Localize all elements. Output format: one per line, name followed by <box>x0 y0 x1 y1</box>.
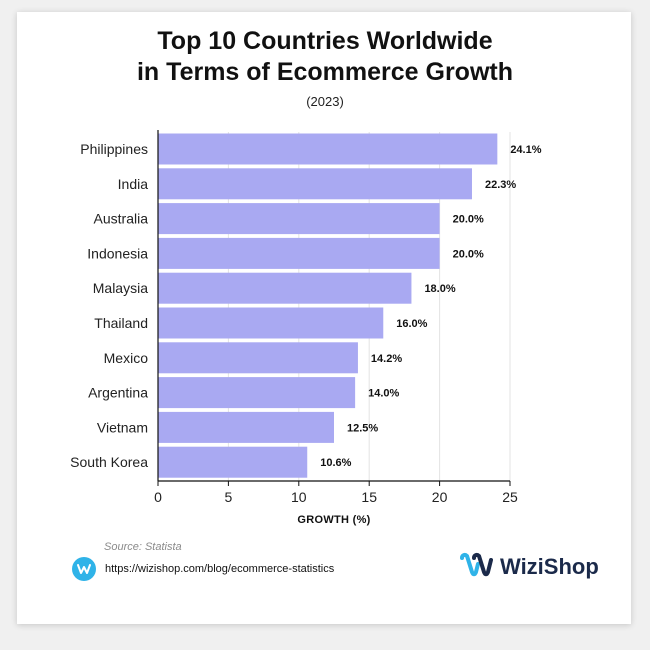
category-label: South Korea <box>70 454 148 470</box>
bar <box>158 411 334 443</box>
category-label: Australia <box>94 211 149 227</box>
category-label: Vietnam <box>97 419 148 435</box>
bar <box>158 237 440 269</box>
category-label: Mexico <box>104 350 149 366</box>
bar <box>158 272 412 304</box>
value-label: 12.5% <box>347 422 378 434</box>
brand-logo: WiziShop <box>458 552 599 582</box>
source-url[interactable]: https://wizishop.com/blog/ecommerce-stat… <box>105 563 335 575</box>
bar <box>158 133 498 165</box>
bar <box>158 307 384 339</box>
value-label: 10.6% <box>320 457 351 469</box>
value-label: 22.3% <box>485 179 516 191</box>
bar <box>158 168 472 200</box>
x-tick-label: 20 <box>432 489 448 505</box>
value-label: 20.0% <box>453 248 484 260</box>
bar <box>158 342 358 374</box>
title-line-2: in Terms of Ecommerce Growth <box>136 58 513 86</box>
category-label: Malaysia <box>93 280 148 296</box>
link-icon <box>72 557 96 581</box>
bar <box>158 446 308 478</box>
value-label: 14.0% <box>368 388 399 400</box>
category-label: Indonesia <box>87 245 148 261</box>
source-link-row: https://wizishop.com/blog/ecommerce-stat… <box>72 557 334 581</box>
x-tick-label: 15 <box>361 489 377 505</box>
value-label: 20.0% <box>453 214 484 226</box>
value-label: 18.0% <box>424 283 455 295</box>
brand-name: WiziShop <box>500 554 599 579</box>
chart-title: Top 10 Countries Worldwide in Terms of E… <box>0 26 650 88</box>
value-label: 24.1% <box>510 144 541 156</box>
x-tick-label: 10 <box>291 489 307 505</box>
category-label: Thailand <box>94 315 148 331</box>
category-label: India <box>118 176 149 192</box>
x-tick-label: 5 <box>225 489 233 505</box>
title-line-1: Top 10 Countries Worldwide <box>157 27 493 55</box>
x-tick-label: 25 <box>502 489 518 505</box>
category-label: Philippines <box>80 141 148 157</box>
category-label: Argentina <box>88 385 148 401</box>
bar <box>158 203 440 235</box>
value-label: 16.0% <box>396 318 427 330</box>
x-tick-label: 0 <box>154 489 162 505</box>
source-note: Source: Statista <box>104 541 182 553</box>
bar <box>158 377 356 409</box>
wizishop-logo-icon <box>460 552 493 577</box>
chart-subtitle: (2023) <box>306 94 344 109</box>
x-axis-title: GROWTH (%) <box>297 514 370 526</box>
value-label: 14.2% <box>371 353 402 365</box>
